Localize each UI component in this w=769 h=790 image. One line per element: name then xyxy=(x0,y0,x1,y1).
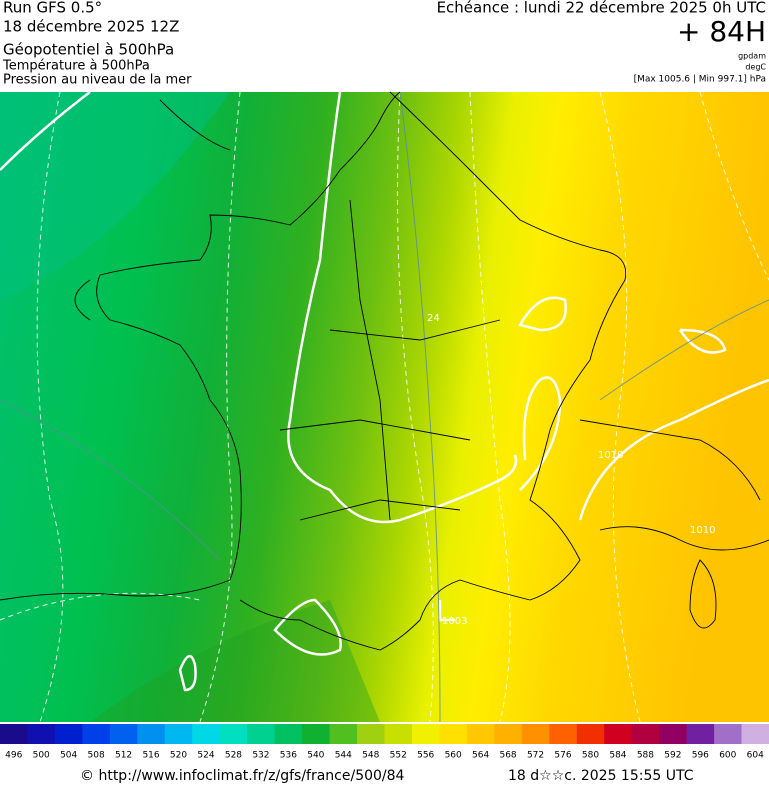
colorbar-swatch xyxy=(604,724,633,744)
valid-time: Echéance : lundi 22 décembre 2025 0h UTC xyxy=(437,0,766,17)
colorbar-swatch xyxy=(549,724,578,744)
colorbar-swatch xyxy=(137,724,166,744)
colorbar-label: 544 xyxy=(335,751,352,761)
field-title: Température à 500hPa xyxy=(2,59,150,74)
colorbar-label: 556 xyxy=(417,751,434,761)
colorbar-swatch xyxy=(576,724,605,744)
colorbar-label: 580 xyxy=(582,751,599,761)
colorbar-label: 532 xyxy=(252,751,269,761)
colorbar-swatch xyxy=(686,724,715,744)
colorbar-label: 512 xyxy=(115,751,132,761)
colorbar-swatch xyxy=(82,724,111,744)
colorbar-label: 524 xyxy=(197,751,214,761)
colorbar-label: 536 xyxy=(280,751,297,761)
colorbar-swatch xyxy=(741,724,769,744)
colorbar-label: 552 xyxy=(390,751,407,761)
unit: degC xyxy=(745,63,766,72)
colorbar-swatch xyxy=(54,724,83,744)
field-title: Géopotentiel à 500hPa xyxy=(3,41,174,59)
colorbar-label: 516 xyxy=(142,751,159,761)
colorbar-label: 508 xyxy=(88,751,105,761)
map: 24 1003 1010 1010 xyxy=(0,91,769,723)
colorbar-label: 592 xyxy=(664,751,681,761)
unit: gpdam xyxy=(738,52,766,61)
colorbar-label: 604 xyxy=(747,751,764,761)
run: Run GFS 0.5° xyxy=(3,0,102,17)
colorbar-swatch xyxy=(27,724,56,744)
colorbar-swatch xyxy=(109,724,138,744)
colorbar-label: 540 xyxy=(307,751,324,761)
coastlines-borders xyxy=(0,91,769,651)
isobar-label: 1010 xyxy=(690,525,715,536)
isobar-label: 1010 xyxy=(598,450,623,461)
colorbar-swatch xyxy=(192,724,221,744)
colorbar-swatch xyxy=(329,724,358,744)
geopotential-contours xyxy=(0,91,769,692)
colorbar-swatch xyxy=(384,724,413,744)
colorbar-label: 596 xyxy=(692,751,709,761)
contour-label: 24 xyxy=(427,313,440,324)
colorbar-label: 500 xyxy=(33,751,50,761)
colorbar-label: 600 xyxy=(719,751,736,761)
colorbar-swatch xyxy=(302,724,331,744)
colorbar-swatch xyxy=(714,724,743,744)
colorbar-swatch xyxy=(659,724,688,744)
source-url: © http://www.infoclimat.fr/z/gfs/france/… xyxy=(80,768,405,784)
colorbar-label: 520 xyxy=(170,751,187,761)
colorbar-label: 572 xyxy=(527,751,544,761)
colorbar-swatch xyxy=(439,724,468,744)
footer: © http://www.infoclimat.fr/z/gfs/france/… xyxy=(80,768,694,784)
colorbar-swatch xyxy=(494,724,523,744)
colorbar-label: 576 xyxy=(554,751,571,761)
colorbar-swatch xyxy=(274,724,303,744)
colorbar-swatch xyxy=(631,724,660,744)
field-title: Pression au niveau de la mer xyxy=(3,73,192,88)
pressure-isobars xyxy=(0,91,769,723)
colorbar-label: 496 xyxy=(5,751,22,761)
lead-time: + 84H xyxy=(677,15,766,48)
colorbar-swatch xyxy=(357,724,385,744)
colorbar-label: 564 xyxy=(472,751,489,761)
colorbar-label: 568 xyxy=(499,751,516,761)
temperature-contours xyxy=(0,91,769,723)
colorbar-label: 588 xyxy=(637,751,654,761)
colorbar-swatch xyxy=(0,724,28,744)
generated-time: 18 d☆☆c. 2025 15:55 UTC xyxy=(508,768,694,784)
field-band xyxy=(0,92,230,300)
colorbar-swatch xyxy=(164,724,193,744)
colorbar-swatch xyxy=(219,724,248,744)
colorbar: 496 500 504 508 512 516 520 524 528 532 536 540 544 5… xyxy=(0,724,769,761)
colorbar-swatch xyxy=(466,724,495,744)
colorbar-label: 528 xyxy=(225,751,242,761)
field-band xyxy=(90,600,380,722)
colorbar-label: 548 xyxy=(362,751,379,761)
map-labels: 24 1003 1010 1010 xyxy=(427,313,715,627)
colorbar-label: 504 xyxy=(60,751,77,761)
colorbar-label: 560 xyxy=(445,751,462,761)
pressure-range: [Max 1005.6 | Min 997.1] hPa xyxy=(634,75,766,85)
run-date: 18 décembre 2025 12Z xyxy=(3,18,179,36)
isobar-label: 1003 xyxy=(442,616,467,627)
colorbar-swatch xyxy=(521,724,550,744)
header: Run GFS 0.5° 18 décembre 2025 12Z Géopot… xyxy=(2,0,766,88)
colorbar-label: 584 xyxy=(609,751,626,761)
colorbar-swatch xyxy=(411,724,440,744)
colorbar-swatch xyxy=(247,724,276,744)
